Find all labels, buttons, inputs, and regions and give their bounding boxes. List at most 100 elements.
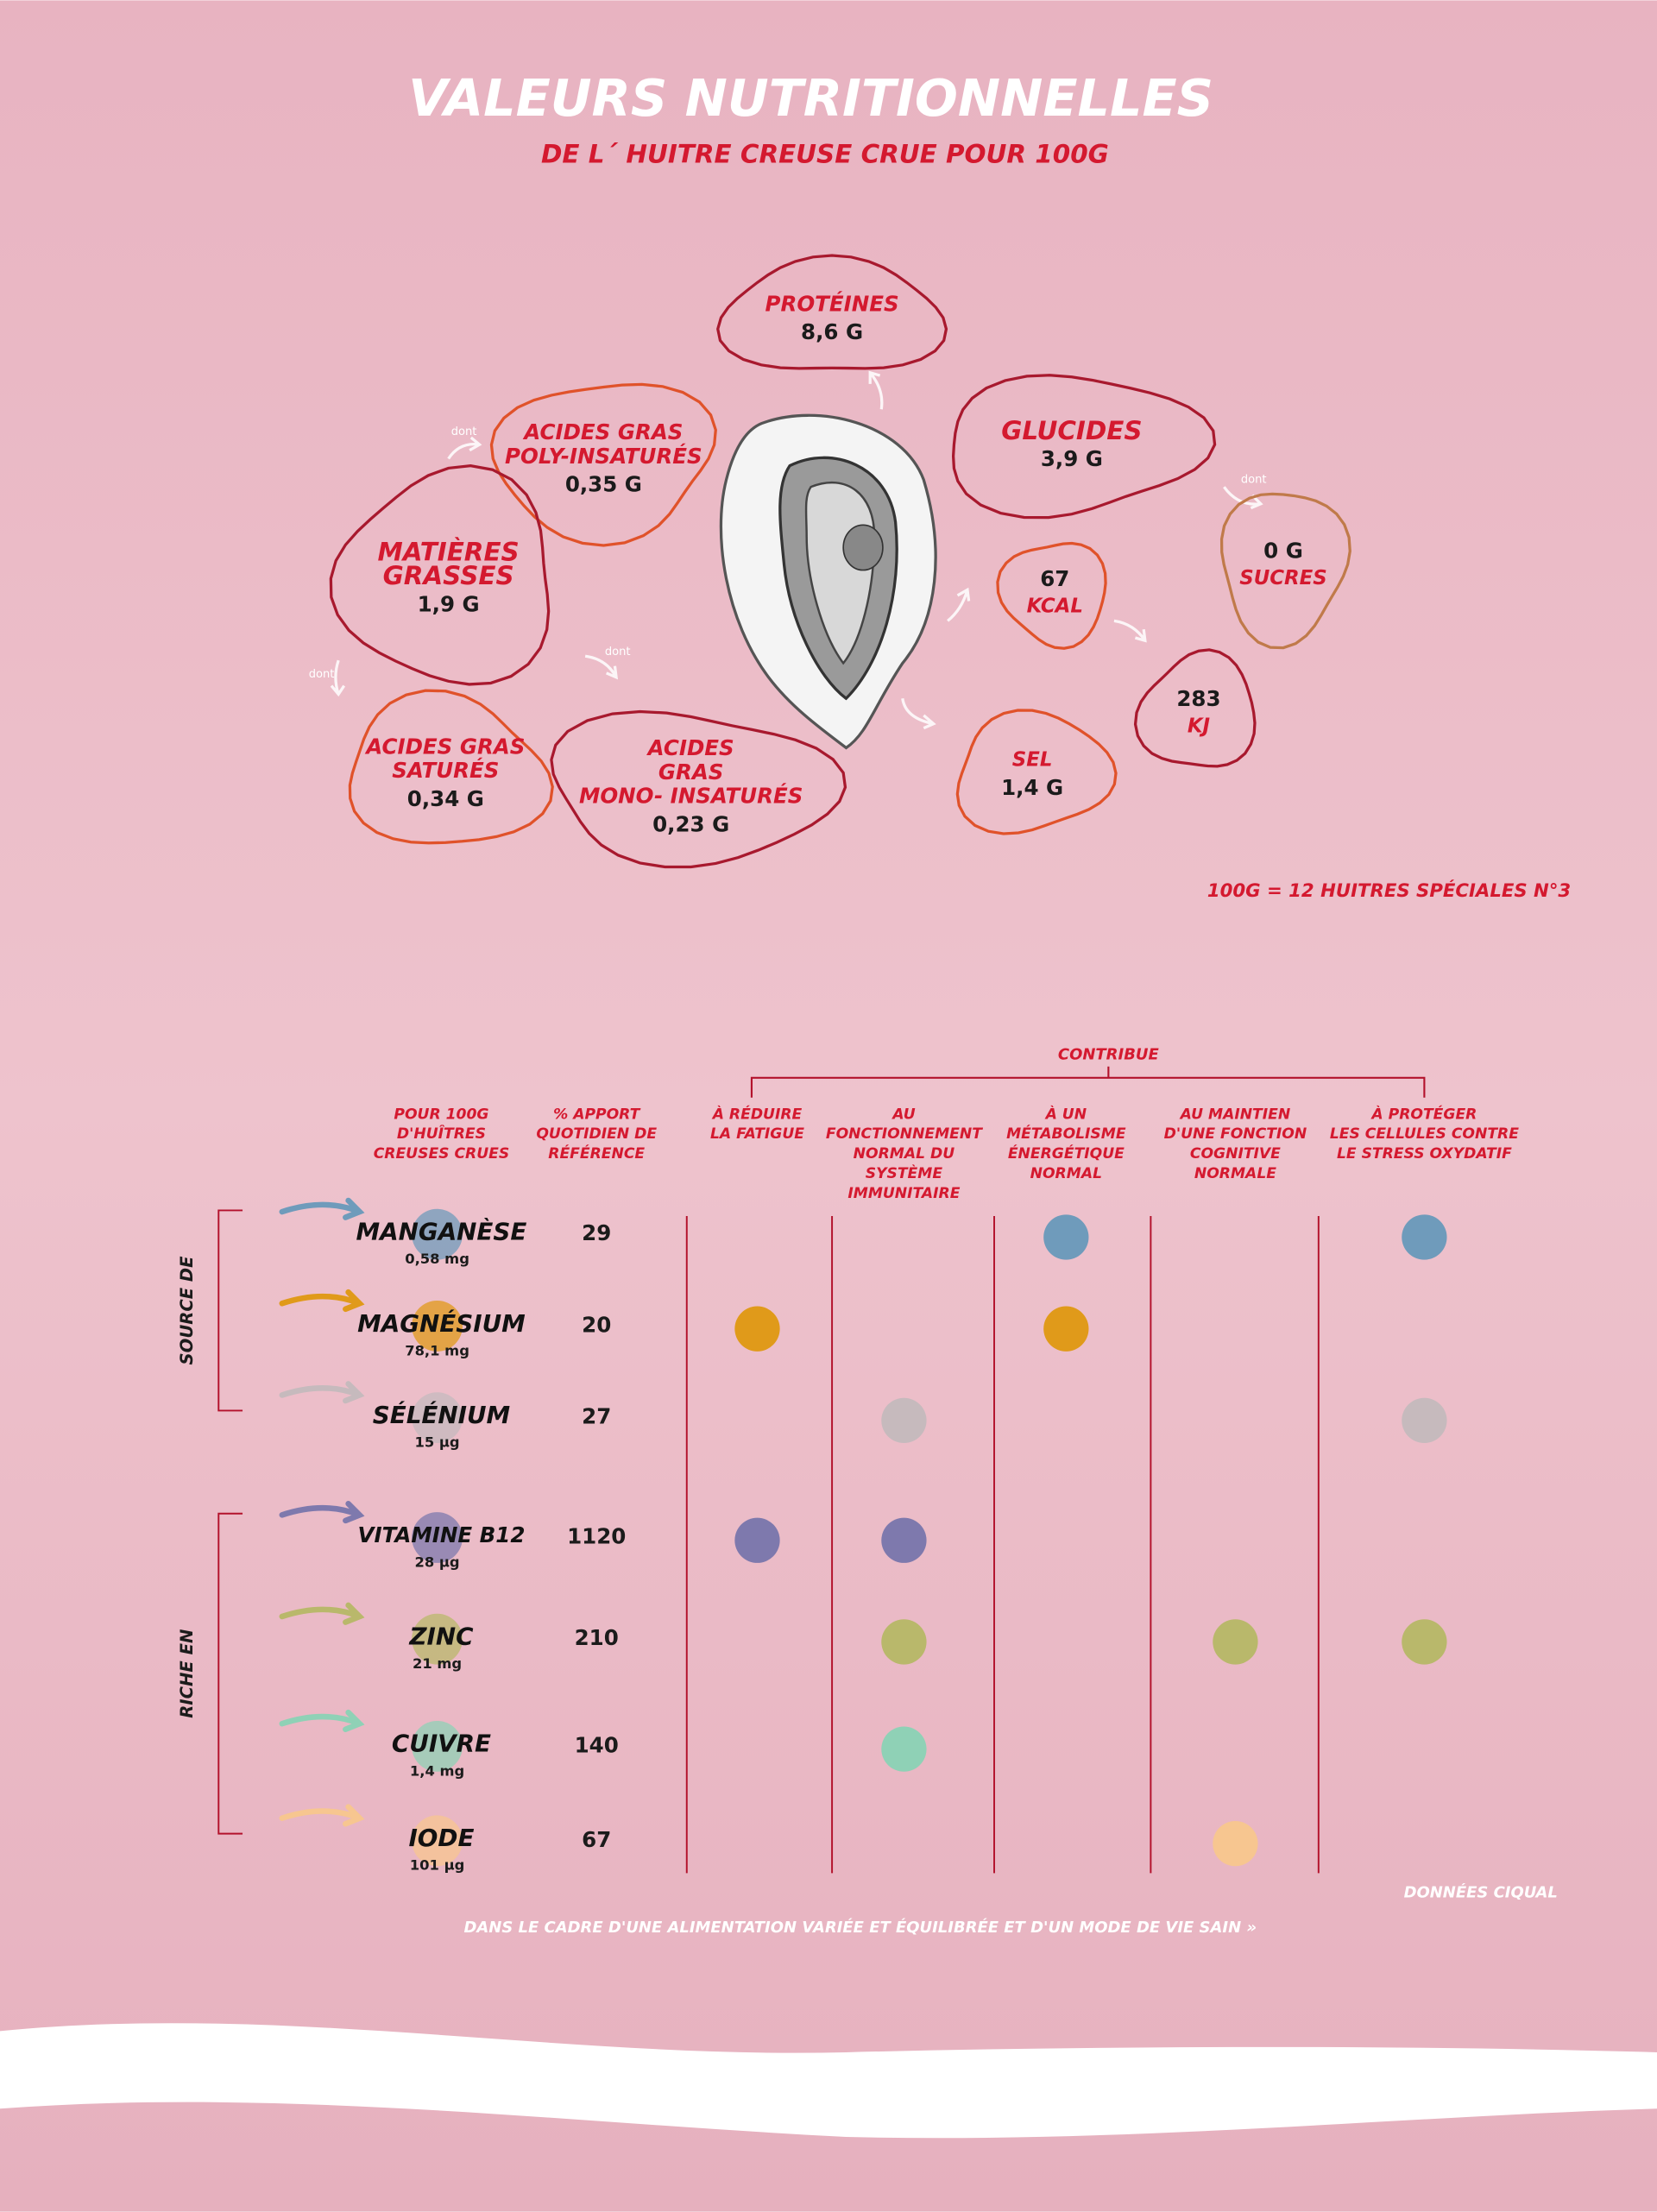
mineral-bubble (412, 1720, 463, 1772)
nutrient-label: SATURÉS (392, 758, 499, 783)
benefit-header: À RÉDUIRE (711, 1104, 803, 1123)
mineral-arrow (279, 1289, 365, 1313)
nutrient-value: 0 G (1263, 538, 1303, 563)
mineral-name: IODE (408, 1824, 474, 1852)
nutrient-blob (550, 709, 847, 869)
nutrient-value: 3,9 G (1041, 446, 1103, 471)
mineral-percent: 140 (575, 1732, 619, 1757)
contribution-dot (881, 1619, 927, 1665)
contribution-dot (1043, 1214, 1089, 1260)
contribution-dot (1402, 1619, 1447, 1665)
arrows (330, 370, 1263, 730)
mineral-percent: 1120 (567, 1524, 626, 1549)
note: 100G = 12 HUITRES SPÉCIALES N°3 (1207, 879, 1571, 902)
mineral-amount: 28 µg (414, 1553, 459, 1570)
benefit-header: NORMAL (1030, 1165, 1102, 1182)
column-header: % APPORT (553, 1106, 641, 1123)
nutrient-label: POLY-INSATURÉS (505, 444, 702, 469)
nutrient-label: MONO- INSATURÉS (579, 784, 803, 809)
mineral-percent: 20 (582, 1312, 611, 1337)
nutrient-blob (1219, 492, 1351, 650)
nutrient-label: KCAL (1027, 596, 1083, 618)
benefit-header: COGNITIVE (1190, 1145, 1281, 1163)
contribution-dot (1043, 1306, 1089, 1352)
nutrient-value: 1,9 G (418, 591, 480, 616)
benefit-header: LES CELLULES CONTRE (1330, 1125, 1519, 1143)
contribution-dot (881, 1517, 927, 1563)
benefit-header: D'UNE FONCTION (1164, 1125, 1307, 1143)
nutrient-label: ACIDES GRAS (522, 419, 683, 444)
mineral-amount: 78,1 mg (405, 1342, 469, 1358)
nutrient-blob (329, 463, 551, 686)
nutrient-value: 67 (1040, 566, 1069, 591)
nutrient-blob (951, 374, 1217, 520)
benefit-header: AU MAINTIEN (1179, 1106, 1291, 1123)
nutrient-blob (489, 382, 717, 547)
contribution-dot (881, 1397, 927, 1444)
mineral-name: SÉLÉNIUM (373, 1400, 511, 1429)
mineral-arrow (279, 1709, 365, 1733)
benefit-header: AU (891, 1106, 915, 1123)
mineral-bubble (412, 1815, 463, 1867)
dont-label: dont (451, 425, 477, 438)
benefit-header: À PROTÉGER (1370, 1104, 1477, 1123)
contribution-dot (734, 1517, 780, 1563)
contribution-dot (881, 1726, 927, 1772)
nutrient-blob (955, 709, 1118, 835)
benefit-header: SYSTÈME (866, 1163, 943, 1182)
nutrient-blob (348, 689, 554, 845)
contribution-dot (1213, 1619, 1258, 1665)
mineral-percent: 67 (582, 1827, 611, 1852)
benefit-header: NORMALE (1194, 1165, 1276, 1182)
mineral-name: VITAMINE B12 (358, 1522, 526, 1547)
mineral-arrow (279, 1804, 365, 1827)
nutrient-blob (716, 254, 948, 370)
mineral-percent: 27 (582, 1404, 611, 1429)
oyster (719, 413, 937, 750)
mineral-name: MAGNÉSIUM (357, 1308, 526, 1338)
nutrient-value: 0,23 G (652, 811, 729, 836)
group-label: SOURCE DE (177, 1256, 197, 1365)
nutrient-blob (1133, 648, 1257, 768)
dont-label: dont (309, 668, 335, 681)
mineral-name: ZINC (408, 1623, 474, 1651)
benefit-header: À UN (1044, 1104, 1087, 1123)
title: VALEURS NUTRITIONNELLES (408, 68, 1213, 128)
mineral-name: MANGANÈSE (356, 1217, 527, 1246)
mineral-arrow (279, 1381, 365, 1404)
mineral-arrow (279, 1197, 365, 1220)
mineral-name: CUIVRE (392, 1730, 491, 1758)
nutrient-label: GRAS (658, 759, 724, 785)
dont-label: dont (1241, 473, 1267, 486)
nutrient-label: GLUCIDES (1001, 416, 1142, 445)
benefit-header: MÉTABOLISME (1006, 1124, 1126, 1143)
mineral-amount: 15 µg (414, 1434, 459, 1451)
nutrient-label: MATIÈRES (378, 536, 520, 566)
column-header: POUR 100G (394, 1106, 488, 1123)
nutrient-blob (996, 541, 1107, 650)
nutrient-label: KJ (1188, 715, 1211, 737)
mineral-bubble (412, 1392, 463, 1444)
mineral-bubble (412, 1300, 463, 1352)
column-header: RÉFÉRENCE (548, 1144, 645, 1163)
group-bracket (217, 1209, 243, 1412)
column-header: D'HUÎTRES (397, 1124, 486, 1143)
contribution-dot (1213, 1820, 1258, 1867)
group-label: RICHE EN (177, 1629, 197, 1718)
contribution-dot (1402, 1397, 1447, 1444)
contribue: CONTRIBUE (1058, 1046, 1160, 1064)
mineral-amount: 1,4 mg (410, 1762, 464, 1779)
mineral-amount: 0,58 mg (405, 1251, 469, 1267)
mineral-amount: 21 mg (413, 1655, 462, 1672)
source: DONNÉES CIQUAL (1404, 1882, 1558, 1901)
nutrient-value: 283 (1176, 686, 1220, 711)
benefit-header: ÉNERGÉTIQUE (1008, 1144, 1125, 1163)
mineral-bubble (412, 1613, 463, 1665)
mineral-arrow (279, 1501, 365, 1524)
mineral-percent: 210 (575, 1625, 619, 1650)
subtitle: DE L´ HUITRE CREUSE CRUE POUR 100G (541, 140, 1109, 169)
nutrient-label: SEL (1012, 749, 1053, 772)
benefit-header: FONCTIONNEMENT (826, 1125, 983, 1143)
